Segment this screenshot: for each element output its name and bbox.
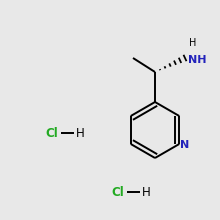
- Text: H: H: [76, 126, 84, 139]
- Text: H: H: [189, 38, 197, 48]
- Text: Cl: Cl: [112, 185, 124, 198]
- Text: N: N: [180, 140, 189, 150]
- Text: Cl: Cl: [46, 126, 58, 139]
- Text: NH: NH: [188, 55, 207, 65]
- Text: H: H: [142, 185, 150, 198]
